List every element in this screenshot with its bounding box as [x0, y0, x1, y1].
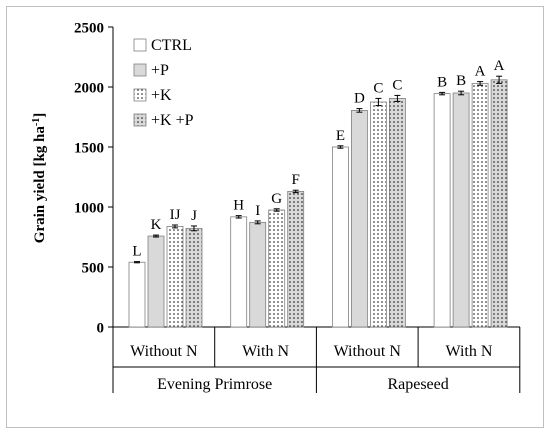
bar	[388, 98, 406, 328]
x-category-label: Without N	[130, 343, 198, 360]
legend-swatch	[133, 63, 147, 77]
y-tick-label: 2500	[74, 21, 104, 37]
bar	[433, 93, 451, 328]
bar	[268, 209, 286, 328]
bar	[452, 92, 470, 328]
significance-letter: C	[373, 80, 383, 96]
significance-letter: B	[456, 73, 466, 89]
bar	[185, 227, 203, 328]
significance-letter: B	[437, 74, 447, 90]
y-tick-label: 0	[97, 321, 105, 337]
x-category-label: With N	[445, 343, 492, 360]
significance-letter: L	[132, 244, 141, 260]
legend-label: CTRL	[151, 37, 192, 54]
y-axis-label: Grain yield [kg ha-1]	[31, 113, 49, 243]
significance-letter: K	[151, 217, 162, 233]
legend-swatch	[133, 38, 147, 52]
legend-label: +K +P	[151, 112, 194, 129]
x-category-label: Without N	[334, 343, 402, 360]
significance-letter: D	[354, 91, 365, 107]
bar	[166, 226, 184, 328]
bar	[471, 83, 489, 328]
y-tick-label: 1000	[74, 201, 104, 217]
legend-swatch	[133, 88, 147, 102]
significance-letter: I	[255, 203, 260, 219]
legend-swatch	[133, 113, 147, 127]
legend-label: +P	[151, 62, 169, 79]
x-category-label: With N	[242, 343, 289, 360]
legend-label: +K	[151, 87, 172, 104]
bar	[350, 110, 368, 328]
significance-letter: A	[494, 58, 505, 74]
significance-letter: E	[336, 128, 345, 144]
significance-letter: F	[292, 172, 300, 188]
bar	[369, 101, 387, 328]
bar	[230, 216, 248, 328]
bar	[287, 190, 305, 328]
bar	[249, 221, 267, 328]
y-tick-label: 500	[82, 261, 105, 277]
bar	[128, 261, 146, 328]
significance-letter: G	[271, 191, 282, 207]
significance-letter: IJ	[170, 207, 181, 223]
bar	[490, 79, 508, 328]
y-tick-label: 1500	[74, 141, 104, 157]
bar	[147, 235, 165, 328]
significance-letter: H	[233, 198, 244, 214]
significance-letter: J	[191, 208, 197, 224]
x-crop-label: Evening Primrose	[157, 376, 272, 393]
significance-letter: A	[475, 64, 486, 80]
x-crop-label: Rapeseed	[387, 376, 448, 393]
bar	[331, 146, 349, 328]
y-tick-label: 2000	[74, 81, 104, 97]
significance-letter: C	[392, 77, 402, 93]
